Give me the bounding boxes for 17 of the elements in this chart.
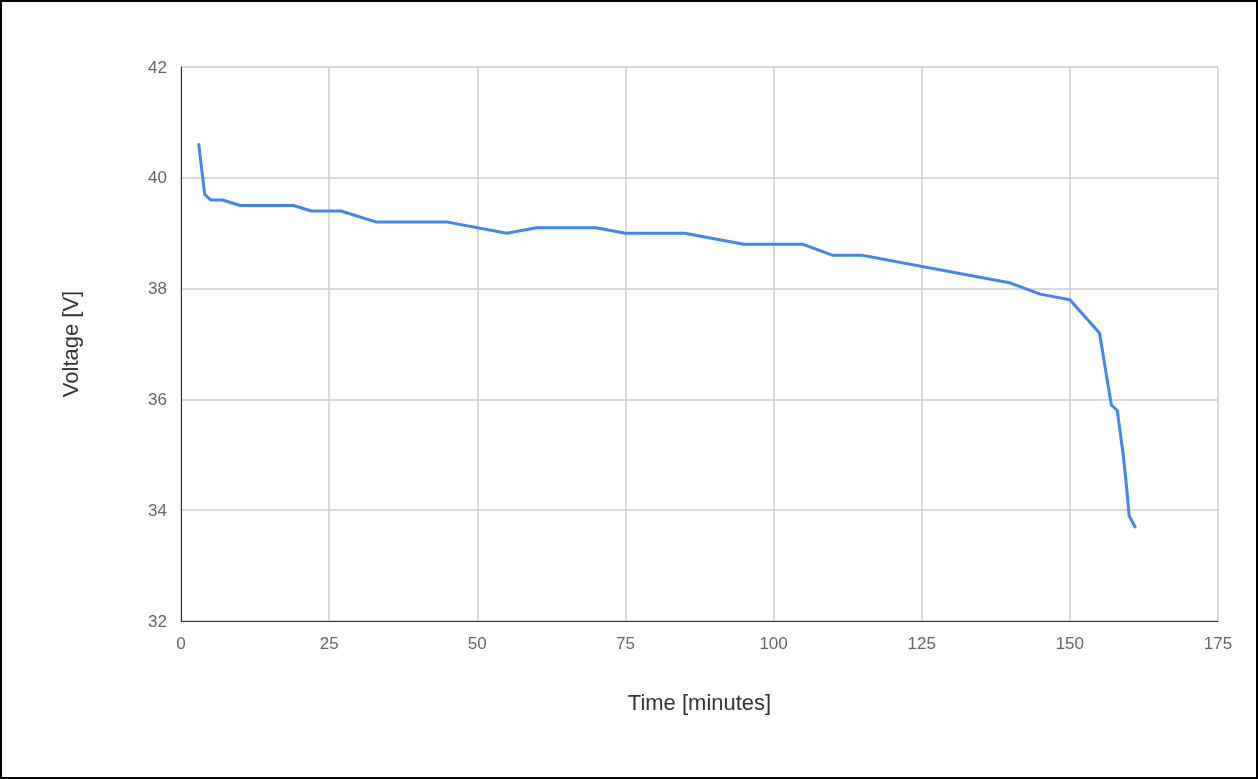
x-tick-label: 0	[176, 634, 186, 653]
x-tick-label: 25	[319, 634, 339, 653]
y-tick-label: 38	[148, 279, 167, 299]
y-tick-label: 42	[148, 57, 167, 77]
x-tick-label: 125	[907, 634, 936, 653]
x-tick-label: 175	[1203, 634, 1233, 653]
x-axis-title: Time [minutes]	[627, 689, 772, 715]
y-tick-label: 36	[148, 389, 167, 409]
x-tick-label: 150	[1055, 634, 1085, 653]
x-tick-label: 50	[467, 634, 487, 653]
y-axis-title: Voltage [V]	[57, 290, 83, 398]
y-tick-label: 34	[148, 500, 167, 520]
y-tick-label: 40	[148, 168, 167, 188]
x-tick-label: 75	[615, 634, 635, 653]
x-tick-label: 100	[759, 634, 788, 653]
line-series	[197, 143, 1137, 529]
y-tick-label: 32	[148, 611, 167, 631]
